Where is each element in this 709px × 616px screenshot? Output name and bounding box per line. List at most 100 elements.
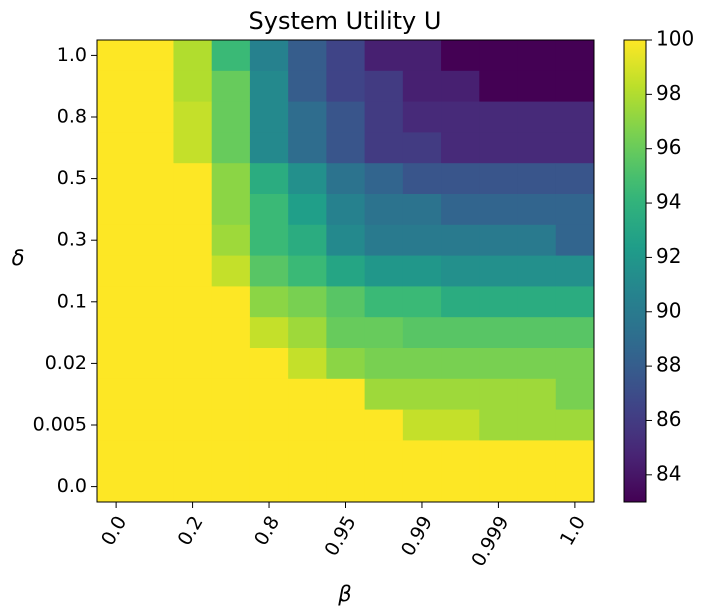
heatmap-cell: [135, 409, 174, 441]
heatmap-cell: [517, 194, 557, 226]
colorbar: [623, 39, 647, 503]
heatmap-cell: [402, 194, 442, 226]
heatmap-cell: [326, 440, 366, 472]
colorbar-tick-label: 84: [656, 461, 681, 485]
heatmap-cell: [441, 101, 480, 133]
heatmap-cell: [249, 440, 289, 472]
heatmap-cell: [364, 348, 404, 380]
heatmap-cell: [555, 471, 595, 503]
heatmap-cell: [517, 348, 557, 380]
heatmap-cell: [364, 40, 404, 72]
y-tick-label: 1.0: [57, 44, 87, 66]
heatmap-cell: [249, 378, 289, 411]
heatmap-cell: [211, 286, 251, 318]
heatmap-cell: [441, 40, 480, 72]
heatmap-cell: [249, 409, 289, 441]
heatmap-cell: [135, 348, 174, 380]
y-tick-label: 0.0: [57, 475, 87, 497]
heatmap-cell: [555, 194, 595, 226]
heatmap-cell: [135, 101, 174, 133]
heatmap-cell: [555, 409, 595, 441]
colorbar-tick-label: 88: [656, 353, 681, 377]
heatmap-cell: [517, 101, 557, 133]
heatmap-cell: [402, 348, 442, 380]
heatmap-cell: [326, 101, 366, 133]
heatmap-cell: [479, 378, 519, 411]
heatmap-cell: [97, 224, 136, 257]
heatmap-cell: [288, 286, 327, 318]
heatmap-cell: [441, 163, 480, 195]
heatmap-cell: [517, 378, 557, 411]
heatmap-cell: [364, 101, 404, 133]
heatmap-cell: [479, 163, 519, 195]
heatmap-cell: [517, 163, 557, 195]
heatmap-cell: [517, 40, 557, 72]
heatmap-cell: [326, 163, 366, 195]
heatmap-cell: [97, 101, 136, 133]
heatmap-cell: [288, 471, 327, 503]
heatmap-cell: [364, 163, 404, 195]
heatmap-cell: [211, 70, 251, 103]
heatmap-cell: [555, 163, 595, 195]
heatmap-cell: [479, 194, 519, 226]
heatmap-cell: [173, 132, 213, 164]
heatmap-cell: [402, 40, 442, 72]
heatmap-cell: [211, 471, 251, 503]
heatmap-cell: [479, 70, 519, 103]
heatmap-cell: [479, 255, 519, 287]
heatmap-cell: [288, 224, 327, 257]
heatmap-cell: [135, 70, 174, 103]
heatmap-cell: [97, 132, 136, 164]
heatmap-cell: [517, 255, 557, 287]
heatmap-cell: [555, 378, 595, 411]
heatmap-cell: [249, 194, 289, 226]
heatmap-cell: [211, 224, 251, 257]
heatmap-cell: [135, 471, 174, 503]
heatmap-cell: [211, 440, 251, 472]
heatmap-cell: [97, 40, 136, 72]
heatmap-cell: [364, 286, 404, 318]
heatmap-cell: [402, 471, 442, 503]
heatmap-cell: [97, 348, 136, 380]
y-tick-label: 0.1: [57, 290, 87, 312]
heatmap-cell: [441, 317, 480, 349]
heatmap-cell: [135, 40, 174, 72]
heatmap-cell: [135, 132, 174, 164]
heatmap-cell: [97, 194, 136, 226]
x-tick-label: 0.99: [397, 512, 437, 560]
heatmap-cell: [402, 70, 442, 103]
heatmap-cell: [517, 286, 557, 318]
heatmap-cell: [211, 101, 251, 133]
heatmap-cell: [479, 40, 519, 72]
heatmap-cell: [479, 101, 519, 133]
heatmap-cell: [479, 317, 519, 349]
heatmap-cell: [97, 471, 136, 503]
heatmap-cell: [249, 132, 289, 164]
heatmap-cell: [135, 224, 174, 257]
heatmap-cell: [364, 378, 404, 411]
heatmap-cell: [364, 255, 404, 287]
heatmap-cell: [288, 440, 327, 472]
y-tick-label: 0.02: [45, 352, 87, 374]
heatmap-cell: [135, 194, 174, 226]
heatmap-cell: [211, 40, 251, 72]
heatmap-cell: [441, 224, 480, 257]
heatmap-cell: [555, 348, 595, 380]
heatmap-cell: [326, 194, 366, 226]
heatmap-cell: [211, 348, 251, 380]
heatmap-cell: [288, 378, 327, 411]
heatmap-cell: [173, 163, 213, 195]
heatmap-cell: [441, 70, 480, 103]
heatmap-cell: [555, 70, 595, 103]
heatmap-cell: [441, 286, 480, 318]
heatmap-cell: [441, 471, 480, 503]
heatmap-cell: [173, 224, 213, 257]
heatmap-cell: [97, 255, 136, 287]
heatmap-cell: [173, 471, 213, 503]
x-tick-label: 0.999: [467, 512, 513, 570]
heatmap-cell: [288, 409, 327, 441]
heatmap-cell: [402, 409, 442, 441]
heatmap-cell: [517, 471, 557, 503]
heatmap-cell: [211, 378, 251, 411]
